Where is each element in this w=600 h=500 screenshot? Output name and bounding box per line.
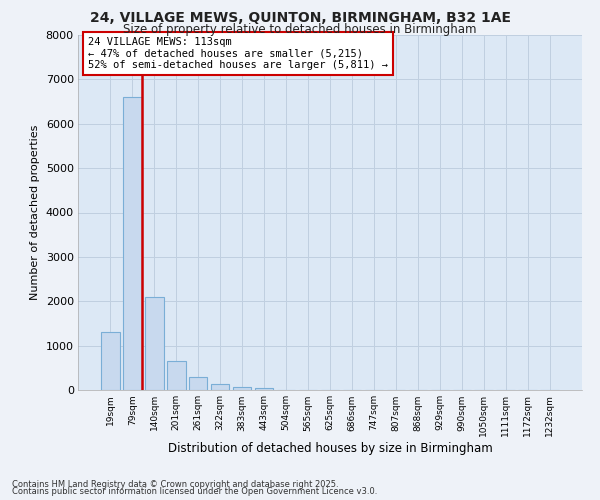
Bar [211,384,229,390]
Text: 24 VILLAGE MEWS: 113sqm
← 47% of detached houses are smaller (5,215)
52% of semi: 24 VILLAGE MEWS: 113sqm ← 47% of detache… [88,37,388,70]
Y-axis label: Number of detached properties: Number of detached properties [30,125,40,300]
Bar [167,361,185,390]
Bar [189,376,208,390]
Text: Contains public sector information licensed under the Open Government Licence v3: Contains public sector information licen… [12,487,377,496]
Bar [255,388,274,390]
Bar [145,297,164,390]
Bar [101,332,119,390]
Text: Contains HM Land Registry data © Crown copyright and database right 2025.: Contains HM Land Registry data © Crown c… [12,480,338,489]
Bar [123,97,142,390]
Text: Size of property relative to detached houses in Birmingham: Size of property relative to detached ho… [123,22,477,36]
Bar [233,387,251,390]
X-axis label: Distribution of detached houses by size in Birmingham: Distribution of detached houses by size … [167,442,493,455]
Text: 24, VILLAGE MEWS, QUINTON, BIRMINGHAM, B32 1AE: 24, VILLAGE MEWS, QUINTON, BIRMINGHAM, B… [89,11,511,25]
